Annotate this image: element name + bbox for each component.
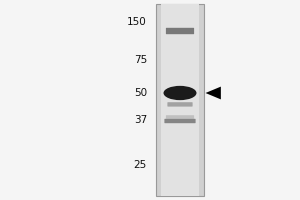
FancyBboxPatch shape xyxy=(166,115,194,119)
FancyBboxPatch shape xyxy=(167,102,193,107)
Text: 150: 150 xyxy=(127,17,147,27)
Ellipse shape xyxy=(164,86,196,100)
FancyBboxPatch shape xyxy=(164,119,196,123)
Polygon shape xyxy=(206,87,221,99)
FancyBboxPatch shape xyxy=(166,28,194,34)
Text: 50: 50 xyxy=(134,88,147,98)
Bar xyxy=(161,4,199,196)
Text: 75: 75 xyxy=(134,55,147,65)
Bar xyxy=(156,4,204,196)
Text: 37: 37 xyxy=(134,115,147,125)
Text: 25: 25 xyxy=(134,160,147,170)
